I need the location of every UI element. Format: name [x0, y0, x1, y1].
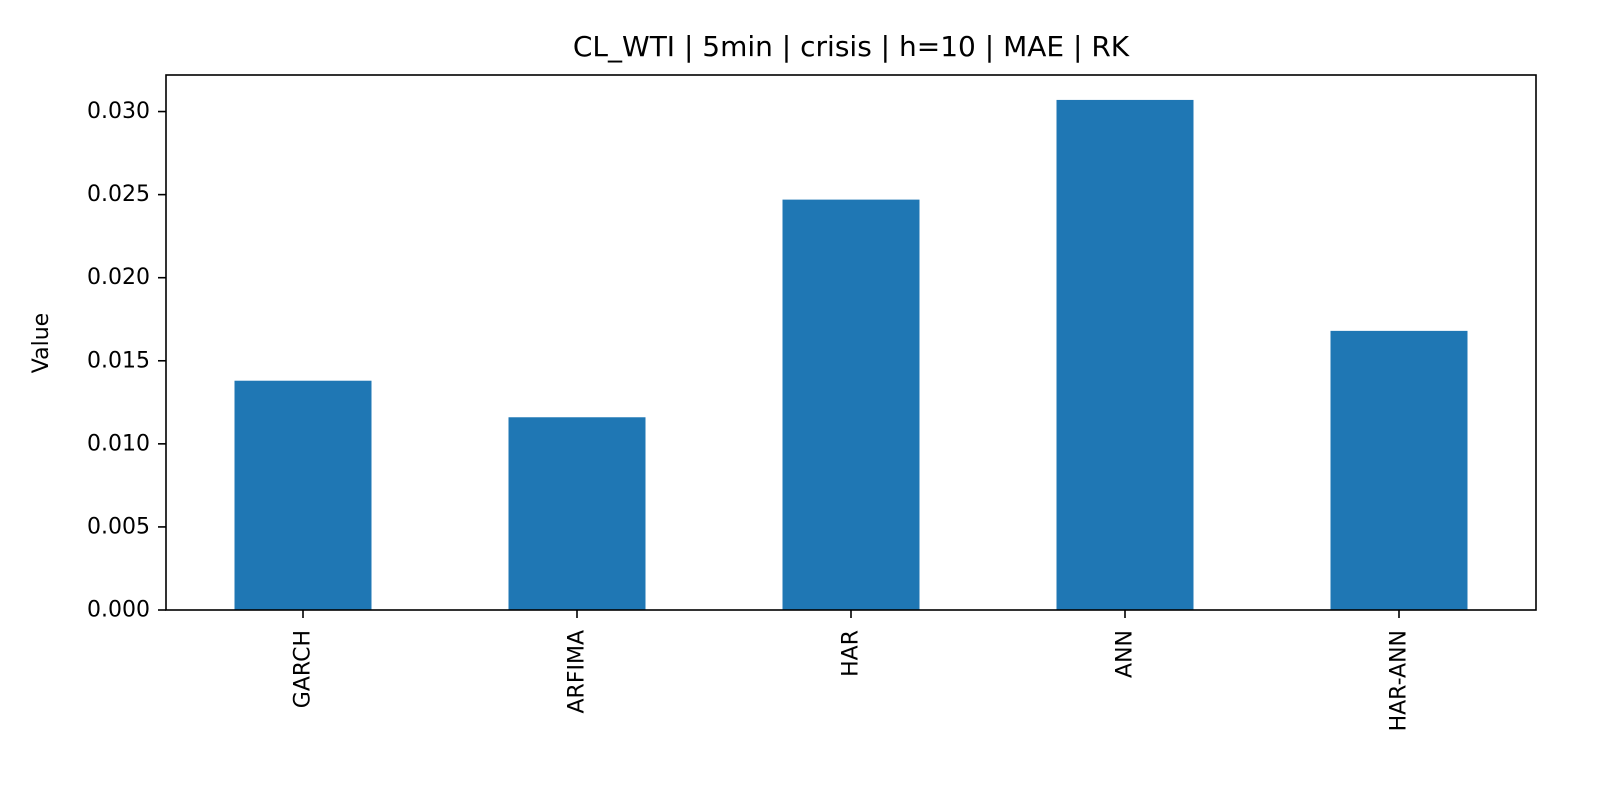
x-tick-label: ANN — [1113, 630, 1138, 678]
y-tick-label: 0.030 — [87, 99, 150, 124]
bar-garch — [234, 380, 372, 610]
y-tick-label: 0.000 — [87, 598, 150, 623]
y-tick-label: 0.015 — [87, 348, 150, 373]
bar-har — [782, 199, 920, 610]
bar-har-ann — [1330, 330, 1468, 610]
x-tick-label: HAR — [839, 630, 864, 677]
x-tick-label: ARFIMA — [565, 630, 590, 714]
chart-title: CL_WTI | 5min | crisis | h=10 | MAE | RK — [573, 30, 1130, 63]
bars-group — [234, 99, 1468, 610]
x-tick-label: HAR-ANN — [1387, 630, 1412, 731]
y-tick-label: 0.005 — [87, 514, 150, 539]
plot-frame — [165, 74, 1537, 611]
bar-arfima — [508, 417, 646, 610]
x-tick-label: GARCH — [291, 630, 316, 708]
y-tick-label: 0.025 — [87, 182, 150, 207]
y-tick-label: 0.020 — [87, 265, 150, 290]
x-axis: GARCH ARFIMA HAR ANN HAR-ANN — [291, 610, 1412, 731]
y-tick-label: 0.010 — [87, 431, 150, 456]
bar-ann — [1056, 99, 1194, 610]
y-axis-label: Value — [29, 313, 54, 373]
y-axis: 0.000 0.005 0.010 0.015 0.020 0.025 0.030 — [87, 99, 166, 623]
